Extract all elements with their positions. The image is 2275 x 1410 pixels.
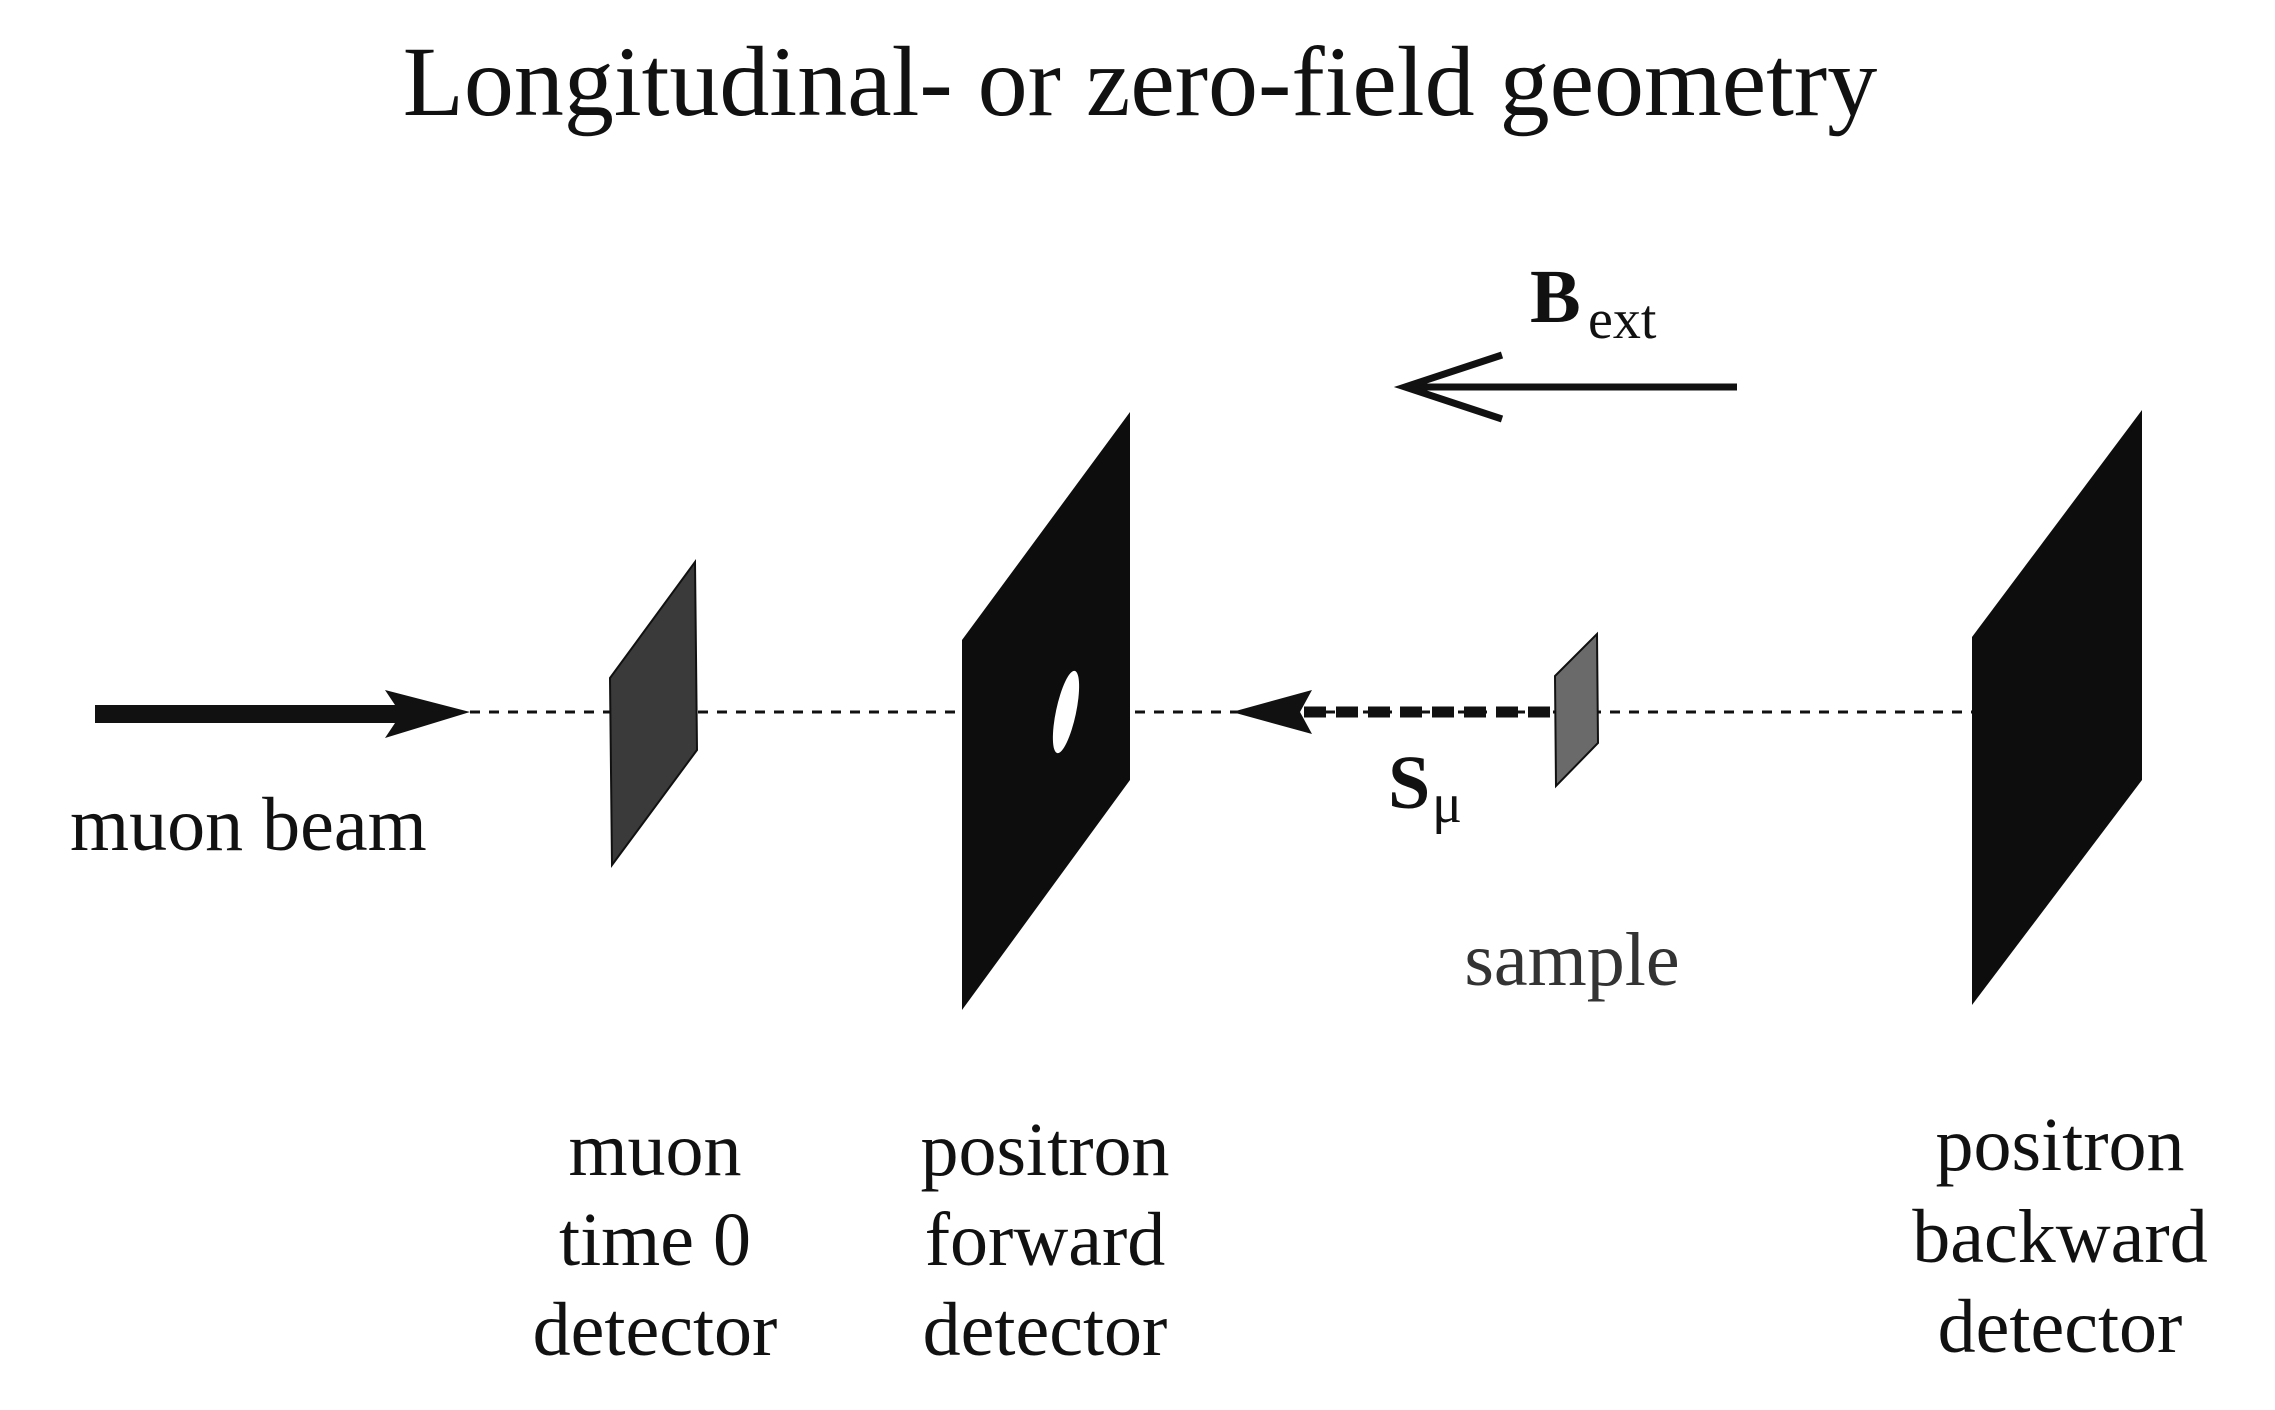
forward-caption-line-3: detector: [923, 1288, 1168, 1372]
field-subscript: ext: [1588, 289, 1657, 351]
spin-symbol: S: [1388, 741, 1430, 825]
forward-caption-line-1: positron: [920, 1108, 1169, 1192]
sample-label: sample: [1464, 918, 1679, 1002]
backward-caption-line-3: detector: [1938, 1285, 2183, 1369]
muon-beam-arrow: [95, 690, 470, 738]
beam-hole: [1052, 670, 1080, 754]
sample-plate: [1553, 631, 1600, 789]
diagram-title: Longitudinal- or zero-field geometry: [403, 26, 1877, 137]
muon-time0-caption: muon time 0 detector: [533, 1108, 778, 1372]
backward-caption-line-2: backward: [1912, 1195, 2207, 1279]
muon-time0-caption-line-2: time 0: [559, 1198, 751, 1282]
field-symbol: B: [1530, 255, 1581, 339]
muon-spin-arrow: [1232, 690, 1550, 734]
backward-detector-caption: positron backward detector: [1912, 1103, 2207, 1369]
backward-caption-line-1: positron: [1935, 1103, 2184, 1187]
positron-backward-detector: [1972, 410, 2142, 1005]
positron-forward-detector: [962, 412, 1130, 1010]
external-field-arrow: [1393, 351, 1737, 423]
forward-detector-caption: positron forward detector: [920, 1108, 1169, 1372]
muon-time0-caption-line-1: muon: [568, 1108, 741, 1192]
muon-time0-caption-line-3: detector: [533, 1288, 778, 1372]
forward-caption-line-2: forward: [925, 1198, 1166, 1282]
spin-subscript: μ: [1432, 773, 1462, 835]
muon-time0-detector: [608, 558, 699, 868]
muon-beam-label: muon beam: [70, 783, 427, 867]
